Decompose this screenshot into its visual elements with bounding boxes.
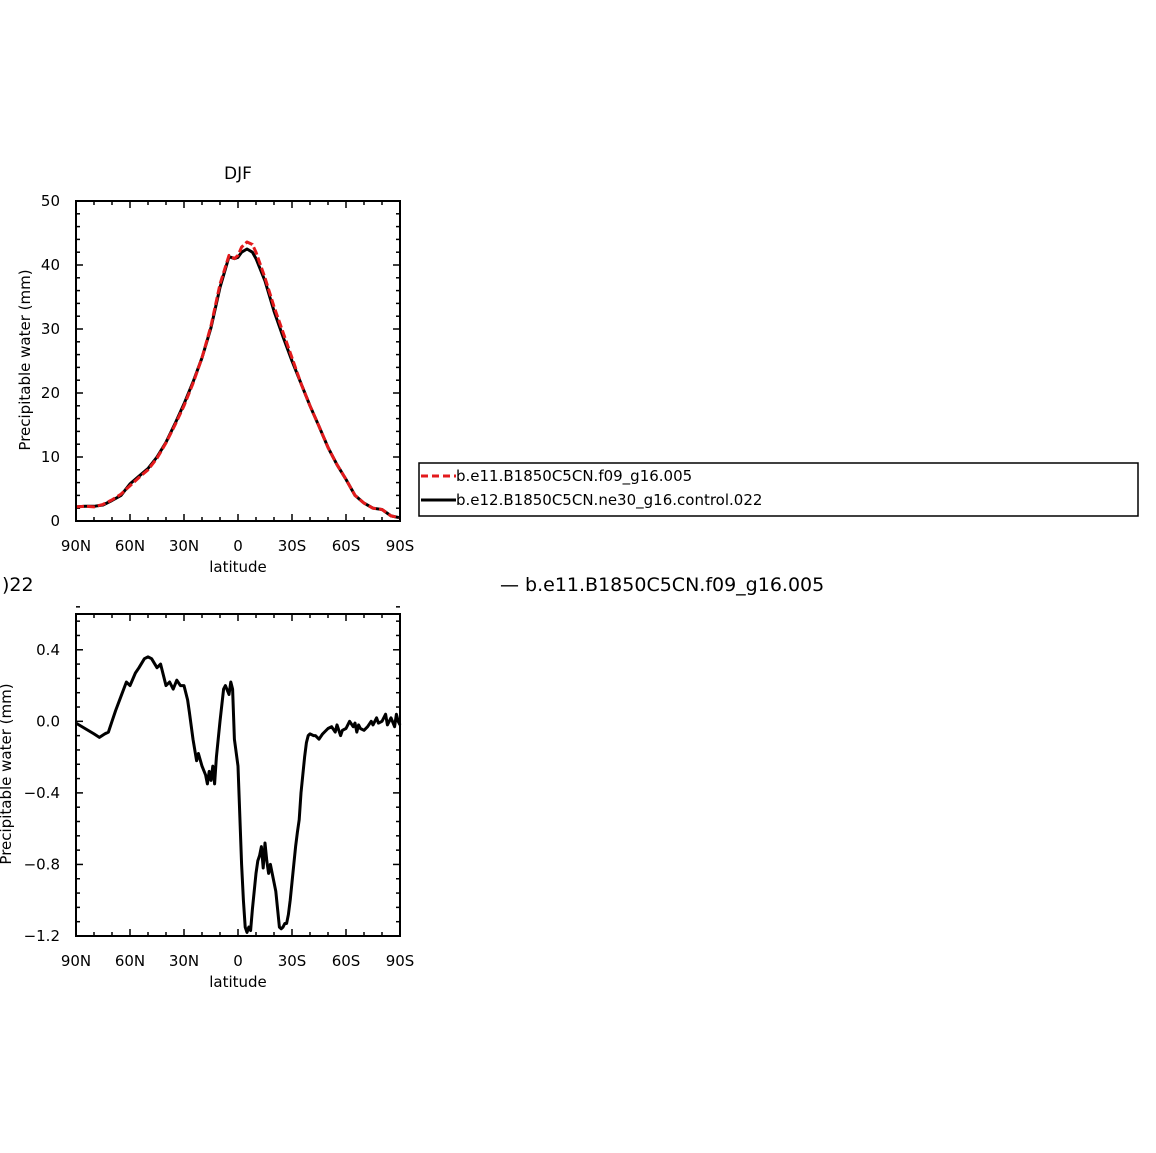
- top-plot-ylabel: Precipitable water (mm): [16, 269, 34, 450]
- top-plot-series: [75, 240, 401, 520]
- top-plot-title: DJF: [224, 164, 252, 184]
- legend-label-1: b.e12.B1850C5CN.ne30_g16.control.022: [456, 491, 762, 510]
- top-plot-frame: [75, 200, 401, 522]
- bottom-ytick-label: −0.4: [24, 784, 60, 802]
- top-plot-ticks: [75, 200, 401, 522]
- bottom-plot-title-left: )22: [2, 574, 34, 596]
- bottom-plot-series: [75, 655, 402, 934]
- top-series-line-0: [75, 240, 401, 520]
- bottom-plot-title-right: — b.e11.B1850C5CN.f09_g16.005: [500, 574, 824, 596]
- top-xtick-label: 30N: [169, 537, 199, 555]
- top-xtick-label: 60N: [115, 537, 145, 555]
- top-ytick-label: 0: [50, 512, 60, 530]
- top-series-line-1: [75, 247, 401, 520]
- top-ytick-label: 10: [41, 448, 60, 466]
- bottom-ytick-label: 0.4: [36, 641, 60, 659]
- legend-frame: [418, 462, 1139, 517]
- bottom-xtick-label: 60S: [332, 952, 361, 970]
- bottom-plot-tick-labels: 90N 60N 30N 0 30S 60S 90S −1.2 −0.8 −0.4 0.0 0.4: [24, 641, 415, 970]
- bottom-xtick-label: 90S: [386, 952, 415, 970]
- bottom-xtick-label: 0: [233, 952, 243, 970]
- top-plot-xlabel: latitude: [209, 558, 267, 576]
- top-plot-tick-labels: 90N 60N 30N 0 30S 60S 90S 0 10 20 30 40 50: [41, 192, 414, 555]
- top-ytick-label: 40: [41, 256, 60, 274]
- bottom-xtick-label: 60N: [115, 952, 145, 970]
- bottom-ytick-label: 0.0: [36, 712, 60, 730]
- bottom-plot: )22 — b.e11.B1850C5CN.f09_g16.005 Precip…: [0, 574, 824, 991]
- top-xtick-label: 90N: [61, 537, 91, 555]
- top-ytick-label: 20: [41, 384, 60, 402]
- bottom-plot-frame: [75, 613, 401, 937]
- bottom-xtick-label: 90N: [61, 952, 91, 970]
- top-ytick-label: 30: [41, 320, 60, 338]
- bottom-series-line-0: [75, 655, 402, 934]
- top-xtick-label: 0: [233, 537, 243, 555]
- bottom-xtick-label: 30N: [169, 952, 199, 970]
- bottom-ytick-label: −1.2: [24, 927, 60, 945]
- top-plot: DJF Precipitable water (mm) latitude 90N…: [16, 164, 414, 576]
- bottom-xtick-label: 30S: [278, 952, 307, 970]
- legend: b.e11.B1850C5CN.f09_g16.005 b.e12.B1850C…: [418, 462, 1139, 517]
- bottom-plot-xlabel: latitude: [209, 973, 267, 991]
- bottom-ytick-label: −0.8: [24, 855, 60, 873]
- top-xtick-label: 30S: [278, 537, 307, 555]
- top-xtick-label: 90S: [386, 537, 415, 555]
- bottom-plot-ylabel: Precipitable water (mm): [0, 683, 15, 864]
- legend-label-0: b.e11.B1850C5CN.f09_g16.005: [456, 467, 692, 486]
- top-ytick-label: 50: [41, 192, 60, 210]
- top-xtick-label: 60S: [332, 537, 361, 555]
